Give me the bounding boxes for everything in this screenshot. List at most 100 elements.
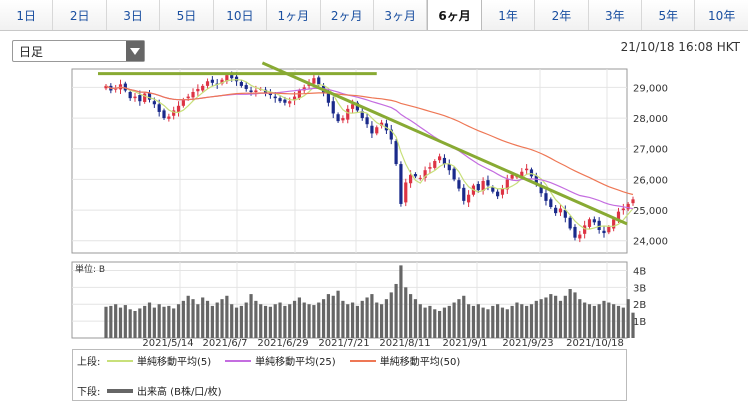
- candle-body: [123, 83, 127, 91]
- tab-1[interactable]: 2日: [53, 0, 107, 30]
- volume-bar: [321, 299, 326, 338]
- candle-body: [554, 207, 558, 214]
- candle-body: [486, 180, 490, 186]
- candle-type-select[interactable]: 日足: [12, 40, 145, 62]
- price-tick-label: 27,000: [633, 145, 668, 156]
- candle-body: [350, 104, 355, 109]
- tab-10[interactable]: 2年: [535, 0, 589, 30]
- candle-body: [278, 98, 282, 102]
- volume-bar: [186, 295, 190, 338]
- legend-volume-label: 出来高 (B株/口/枚): [137, 387, 222, 398]
- volume-bar: [167, 305, 171, 338]
- volume-bar: [114, 304, 118, 338]
- candle-body: [210, 79, 214, 83]
- candle-body: [467, 194, 471, 203]
- volume-unit-label: 単位: B: [75, 263, 105, 275]
- candle-body: [587, 219, 592, 227]
- chevron-down-icon[interactable]: [126, 41, 144, 61]
- candle-body: [341, 118, 345, 121]
- tab-3[interactable]: 5日: [160, 0, 214, 30]
- volume-bar: [176, 304, 181, 338]
- candle-body: [438, 156, 442, 161]
- candle-body: [205, 81, 210, 86]
- volume-bar: [592, 305, 596, 338]
- volume-bar: [597, 304, 601, 338]
- volume-bar: [201, 297, 205, 338]
- candle-body: [147, 92, 152, 100]
- candle-body: [263, 89, 268, 94]
- volume-bar: [288, 304, 292, 338]
- price-panel: [71, 68, 628, 254]
- volume-bar: [239, 305, 243, 338]
- volume-bar: [331, 295, 335, 338]
- volume-bar: [191, 299, 195, 338]
- volume-bar: [631, 312, 635, 338]
- volume-bar: [510, 305, 514, 338]
- candle-body: [404, 182, 408, 203]
- candle-body: [143, 93, 147, 102]
- candle-body: [370, 125, 374, 134]
- tab-6[interactable]: 2ヶ月: [320, 0, 374, 30]
- candle-body: [230, 75, 234, 79]
- candle-body: [423, 170, 427, 178]
- volume-bar: [355, 305, 360, 338]
- candle-body: [225, 75, 229, 82]
- legend-ma25-label: 単純移動平均(25): [255, 357, 336, 368]
- volume-bar: [544, 297, 548, 338]
- tab-2[interactable]: 3日: [106, 0, 161, 30]
- candle-body: [292, 96, 297, 101]
- tab-7[interactable]: 3ヶ月: [373, 0, 428, 30]
- candle-body: [631, 199, 635, 204]
- volume-swatch: [107, 388, 133, 393]
- tab-5[interactable]: 1ヶ月: [267, 0, 321, 30]
- volume-bar: [341, 300, 345, 338]
- candle-body: [452, 168, 456, 180]
- candle-body: [384, 123, 389, 131]
- x-tick-label: 2021/10/18: [566, 338, 624, 349]
- candle-body: [167, 116, 171, 119]
- ma-line-5: [105, 79, 634, 230]
- volume-bar: [273, 304, 277, 338]
- candle-body: [457, 180, 461, 189]
- x-tick-label: 2021/7/21: [318, 338, 369, 349]
- volume-bar: [370, 294, 374, 338]
- volume-bar: [384, 299, 389, 338]
- tab-11[interactable]: 3年: [588, 0, 643, 30]
- candle-body: [616, 211, 621, 220]
- candle-body: [331, 101, 335, 114]
- candle-body: [442, 157, 447, 165]
- tab-12[interactable]: 5年: [642, 0, 696, 30]
- volume-bar: [346, 304, 350, 338]
- tab-4[interactable]: 10日: [213, 0, 268, 30]
- price-tick-label: 24,000: [633, 237, 668, 248]
- volume-bar: [462, 295, 466, 338]
- volume-bar: [138, 308, 142, 338]
- tab-0[interactable]: 1日: [0, 0, 54, 30]
- candle-body: [346, 108, 350, 120]
- volume-bar: [413, 299, 418, 338]
- volume-bar: [162, 306, 166, 338]
- volume-bar: [568, 289, 572, 338]
- volume-bar: [418, 304, 422, 338]
- volume-tick-label: 1B: [633, 317, 646, 328]
- volume-bar: [404, 287, 408, 338]
- volume-bar: [268, 306, 272, 338]
- volume-bar: [457, 299, 461, 338]
- candle-body: [191, 92, 195, 98]
- volume-bar: [278, 302, 282, 338]
- volume-bar: [491, 305, 495, 338]
- volume-bar: [394, 283, 398, 338]
- volume-bar: [534, 300, 538, 338]
- tab-13[interactable]: 10年: [695, 0, 748, 30]
- candle-body: [162, 110, 166, 119]
- volume-bar: [249, 294, 253, 338]
- volume-bar: [172, 308, 176, 338]
- legend-lower-row: 下段: 出来高 (B株/口/枚): [77, 383, 236, 398]
- candle-body: [273, 96, 277, 99]
- tab-9[interactable]: 1年: [481, 0, 536, 30]
- tab-8[interactable]: 6ヶ月: [427, 0, 482, 30]
- price-tick-label: 26,000: [633, 175, 668, 186]
- volume-bar: [626, 299, 630, 338]
- volume-bar: [307, 304, 311, 338]
- volume-bar: [263, 305, 268, 338]
